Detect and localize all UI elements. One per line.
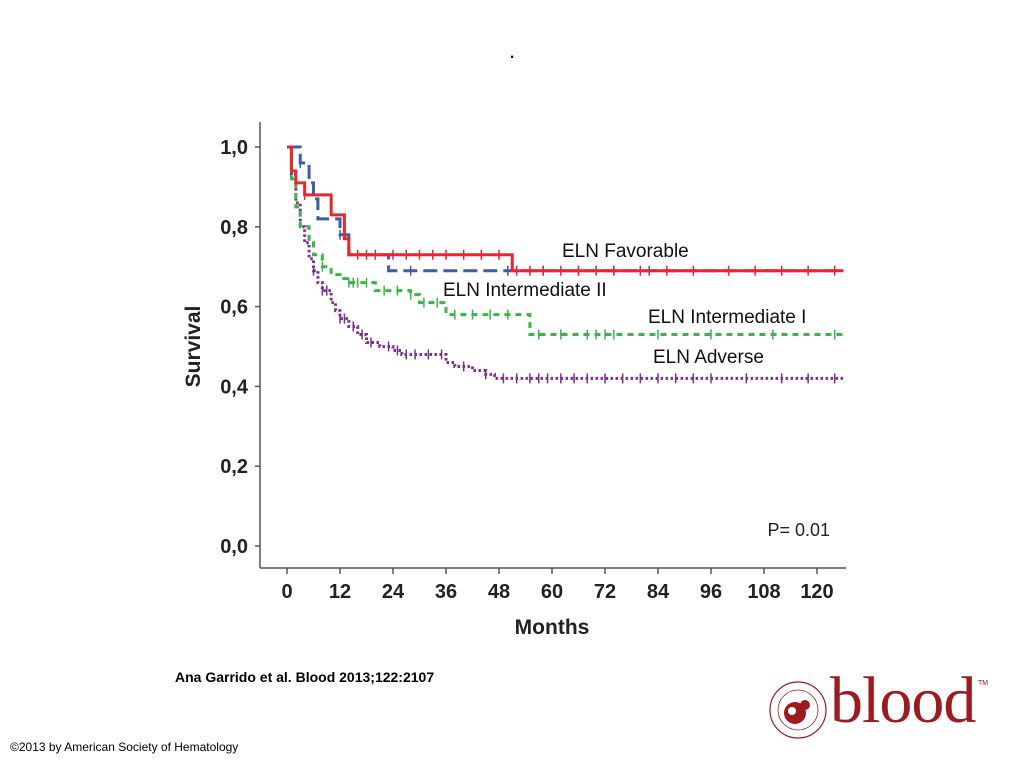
- y-tick-label: 1,0: [220, 137, 248, 159]
- trademark: TM: [978, 680, 989, 687]
- ash-seal-icon: [769, 681, 827, 739]
- y-tick-label: 0,4: [220, 376, 249, 398]
- chart-labels: ELN Favorable ELN Intermediate II ELN Inte…: [443, 241, 806, 368]
- x-tick-label: 60: [541, 581, 563, 603]
- y-axis-title: Survival: [182, 306, 205, 388]
- page-title: .: [508, 38, 516, 63]
- chart-series: [287, 145, 844, 384]
- x-tick-label: 108: [747, 581, 780, 603]
- blood-journal-logo: blood TM: [768, 668, 998, 744]
- survival-curve-eln-favorable: [287, 145, 844, 273]
- x-tick-label: 0: [281, 581, 292, 603]
- x-tick-label: 24: [382, 581, 405, 603]
- curve-label: ELN Adverse: [653, 347, 764, 368]
- p-value-annotation: P= 0.01: [767, 520, 830, 540]
- curve-label: ELN Intermediate II: [443, 280, 607, 301]
- y-tick-label: 0,2: [220, 456, 248, 478]
- survival-curve-eln-intermediate-i: [287, 145, 844, 337]
- x-tick-label: 96: [700, 581, 722, 603]
- curve-label: ELN Intermediate I: [648, 307, 806, 328]
- x-tick-label: 48: [488, 581, 510, 603]
- x-tick-label: 120: [800, 581, 833, 603]
- chart-axes: 0,0 0,2 0,4 0,6 0,8 1,0 0 12 24 36 48 60 72 84 96 108 12…: [182, 122, 846, 639]
- survival-chart: 0,0 0,2 0,4 0,6 0,8 1,0 0 12 24 36 48 60 72 84 96 108 12…: [182, 122, 846, 639]
- blood-wordmark: blood: [830, 664, 976, 737]
- curve-label: ELN Favorable: [562, 241, 689, 262]
- y-tick-label: 0,0: [220, 536, 248, 558]
- y-tick-label: 0,6: [220, 297, 248, 319]
- x-axis-title: Months: [515, 616, 590, 639]
- y-tick-label: 0,8: [220, 217, 248, 239]
- citation: Ana Garrido et al. Blood 2013;122:2107: [175, 669, 435, 685]
- x-tick-label: 12: [329, 581, 351, 603]
- copyright-notice: ©2013 by American Society of Hematology: [10, 740, 239, 754]
- x-tick-label: 36: [435, 581, 457, 603]
- x-tick-label: 72: [594, 581, 616, 603]
- x-tick-label: 84: [647, 581, 670, 603]
